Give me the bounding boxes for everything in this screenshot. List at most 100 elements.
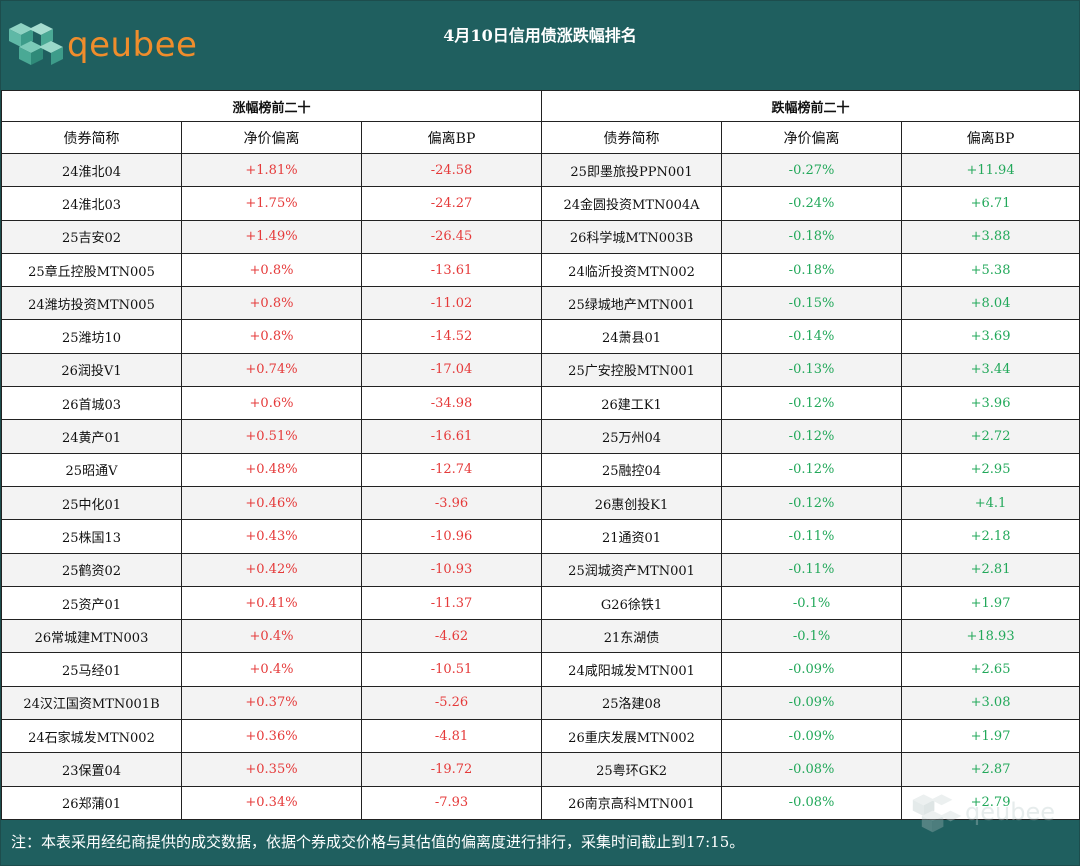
loser-price-deviation: -0.1% xyxy=(721,619,903,654)
gainer-price-deviation: +0.4% xyxy=(181,619,362,654)
table-row: 25中化01 +0.46% -3.96 26惠创投K1 -0.12% +4.1 xyxy=(1,485,1080,521)
gainer-bond-name: 24淮北04 xyxy=(1,152,182,188)
loser-bond-name: 25润城资产MTN001 xyxy=(541,552,723,587)
table-row: 24淮北04 +1.81% -24.58 25即墨旅投PPN001 -0.27% +11.… xyxy=(1,152,1080,188)
gainer-deviation-bp: -3.96 xyxy=(360,485,543,521)
loser-deviation-bp: +8.04 xyxy=(901,286,1080,321)
gainer-price-deviation: +0.41% xyxy=(181,585,362,621)
table-row: 26郑蒲01 +0.34% -7.93 26南京高科MTN001 -0.08% +2.79 xyxy=(1,785,1080,820)
gainer-bond-name: 25昭通V xyxy=(1,452,182,487)
loser-price-deviation: -0.08% xyxy=(721,752,903,787)
gainer-deviation-bp: -5.26 xyxy=(360,685,543,721)
losers-section-title: 跌幅榜前二十 xyxy=(541,90,1080,122)
loser-price-deviation: -0.14% xyxy=(721,319,903,354)
loser-bond-name: 25万州04 xyxy=(541,419,723,454)
loser-price-deviation: -0.27% xyxy=(721,152,903,188)
loser-deviation-bp: +2.95 xyxy=(901,452,1080,487)
table-row: 25马经01 +0.4% -10.51 24咸阳城发MTN001 -0.09% +2.65 xyxy=(1,652,1080,687)
gainer-price-deviation: +0.36% xyxy=(181,719,362,754)
logo-wordmark: qeubee xyxy=(67,25,198,65)
gainer-price-deviation: +0.6% xyxy=(181,386,362,421)
table-row: 25鹤资02 +0.42% -10.93 25润城资产MTN001 -0.11% +2.8… xyxy=(1,552,1080,587)
ranking-table: 涨幅榜前二十 跌幅榜前二十 债券简称 净价偏离 偏离BP 债券简称 净价偏离 偏… xyxy=(0,90,1080,820)
gainer-deviation-bp: -10.51 xyxy=(360,652,543,687)
loser-bond-name: 25即墨旅投PPN001 xyxy=(541,152,723,188)
header-bar: qeubee 4月10日信用债涨跌幅排名 xyxy=(1,1,1079,90)
loser-bond-name: 21通资01 xyxy=(541,519,723,554)
gainer-bond-name: 24石家城发MTN002 xyxy=(1,719,182,754)
footnote: 注：本表采用经纪商提供的成交数据，依据个券成交价格与其估值的偏离度进行排行，采集… xyxy=(11,833,745,851)
loser-bond-name: 24临沂投资MTN002 xyxy=(541,252,723,288)
loser-price-deviation: -0.24% xyxy=(721,186,903,221)
footer-bar: 注：本表采用经纪商提供的成交数据，依据个券成交价格与其估值的偏离度进行排行，采集… xyxy=(1,820,1079,865)
loser-price-deviation: -0.09% xyxy=(721,719,903,754)
qeubee-logo-icon xyxy=(9,23,63,65)
gainer-bond-name: 26郑蒲01 xyxy=(1,785,182,820)
loser-deviation-bp: +1.97 xyxy=(901,585,1080,621)
gainer-price-deviation: +0.35% xyxy=(181,752,362,787)
loser-bond-name: 25绿城地产MTN001 xyxy=(541,286,723,321)
loser-deviation-bp: +3.88 xyxy=(901,219,1080,254)
loser-price-deviation: -0.12% xyxy=(721,485,903,521)
table-row: 26常城建MTN003 +0.4% -4.62 21东湖债 -0.1% +18.93 xyxy=(1,619,1080,654)
gainer-bond-name: 23保置04 xyxy=(1,752,182,787)
column-header: 净价偏离 xyxy=(721,121,903,154)
gainer-deviation-bp: -4.62 xyxy=(360,619,543,654)
gainer-deviation-bp: -4.81 xyxy=(360,719,543,754)
loser-price-deviation: -0.11% xyxy=(721,552,903,587)
gainer-deviation-bp: -12.74 xyxy=(360,452,543,487)
gainer-deviation-bp: -7.93 xyxy=(360,785,543,820)
gainer-price-deviation: +0.8% xyxy=(181,252,362,288)
gainer-bond-name: 24潍坊投资MTN005 xyxy=(1,286,182,321)
gainer-deviation-bp: -34.98 xyxy=(360,386,543,421)
loser-price-deviation: -0.12% xyxy=(721,419,903,454)
gainer-price-deviation: +1.81% xyxy=(181,152,362,188)
loser-bond-name: 26科学城MTN003B xyxy=(541,219,723,254)
loser-price-deviation: -0.18% xyxy=(721,219,903,254)
gainer-deviation-bp: -10.93 xyxy=(360,552,543,587)
loser-price-deviation: -0.09% xyxy=(721,685,903,721)
table-row: 23保置04 +0.35% -19.72 25粤环GK2 -0.08% +2.87 xyxy=(1,752,1080,787)
loser-price-deviation: -0.11% xyxy=(721,519,903,554)
loser-price-deviation: -0.08% xyxy=(721,785,903,820)
loser-bond-name: 24咸阳城发MTN001 xyxy=(541,652,723,687)
gainer-deviation-bp: -11.02 xyxy=(360,286,543,321)
table-row: 25昭通V +0.48% -12.74 25融控04 -0.12% +2.95 xyxy=(1,452,1080,487)
table-row: 24石家城发MTN002 +0.36% -4.81 26重庆发展MTN002 -0.09… xyxy=(1,719,1080,754)
gainer-deviation-bp: -11.37 xyxy=(360,585,543,621)
section-header-row: 涨幅榜前二十 跌幅榜前二十 xyxy=(0,90,1080,122)
gainer-price-deviation: +0.42% xyxy=(181,552,362,587)
column-header: 债券简称 xyxy=(1,121,182,154)
loser-bond-name: 25粤环GK2 xyxy=(541,752,723,787)
gainer-price-deviation: +0.4% xyxy=(181,652,362,687)
watermark-text: qeubee xyxy=(965,798,1055,826)
gainer-price-deviation: +0.34% xyxy=(181,785,362,820)
gainer-price-deviation: +0.46% xyxy=(181,485,362,521)
loser-deviation-bp: +1.97 xyxy=(901,719,1080,754)
gainer-price-deviation: +0.48% xyxy=(181,452,362,487)
gainers-section-title: 涨幅榜前二十 xyxy=(0,90,543,122)
column-header: 偏离BP xyxy=(360,121,543,154)
gainer-price-deviation: +0.8% xyxy=(181,286,362,321)
loser-deviation-bp: +2.81 xyxy=(901,552,1080,587)
loser-bond-name: 24金圆投资MTN004A xyxy=(541,186,723,221)
loser-price-deviation: -0.12% xyxy=(721,452,903,487)
table-row: 26润投V1 +0.74% -17.04 25广安控股MTN001 -0.13% +3.4… xyxy=(1,352,1080,388)
gainer-bond-name: 26润投V1 xyxy=(1,352,182,388)
gainer-deviation-bp: -24.27 xyxy=(360,186,543,221)
loser-price-deviation: -0.09% xyxy=(721,652,903,687)
column-header: 债券简称 xyxy=(541,121,723,154)
gainer-deviation-bp: -16.61 xyxy=(360,419,543,454)
gainer-bond-name: 25潍坊10 xyxy=(1,319,182,354)
loser-deviation-bp: +3.96 xyxy=(901,386,1080,421)
loser-bond-name: 26建工K1 xyxy=(541,386,723,421)
loser-price-deviation: -0.15% xyxy=(721,286,903,321)
watermark: qeubee xyxy=(911,780,1071,860)
loser-deviation-bp: +3.08 xyxy=(901,685,1080,721)
loser-deviation-bp: +2.87 xyxy=(901,752,1080,787)
loser-deviation-bp: +3.69 xyxy=(901,319,1080,354)
gainer-deviation-bp: -26.45 xyxy=(360,219,543,254)
gainer-deviation-bp: -10.96 xyxy=(360,519,543,554)
loser-bond-name: 21东湖债 xyxy=(541,619,723,654)
